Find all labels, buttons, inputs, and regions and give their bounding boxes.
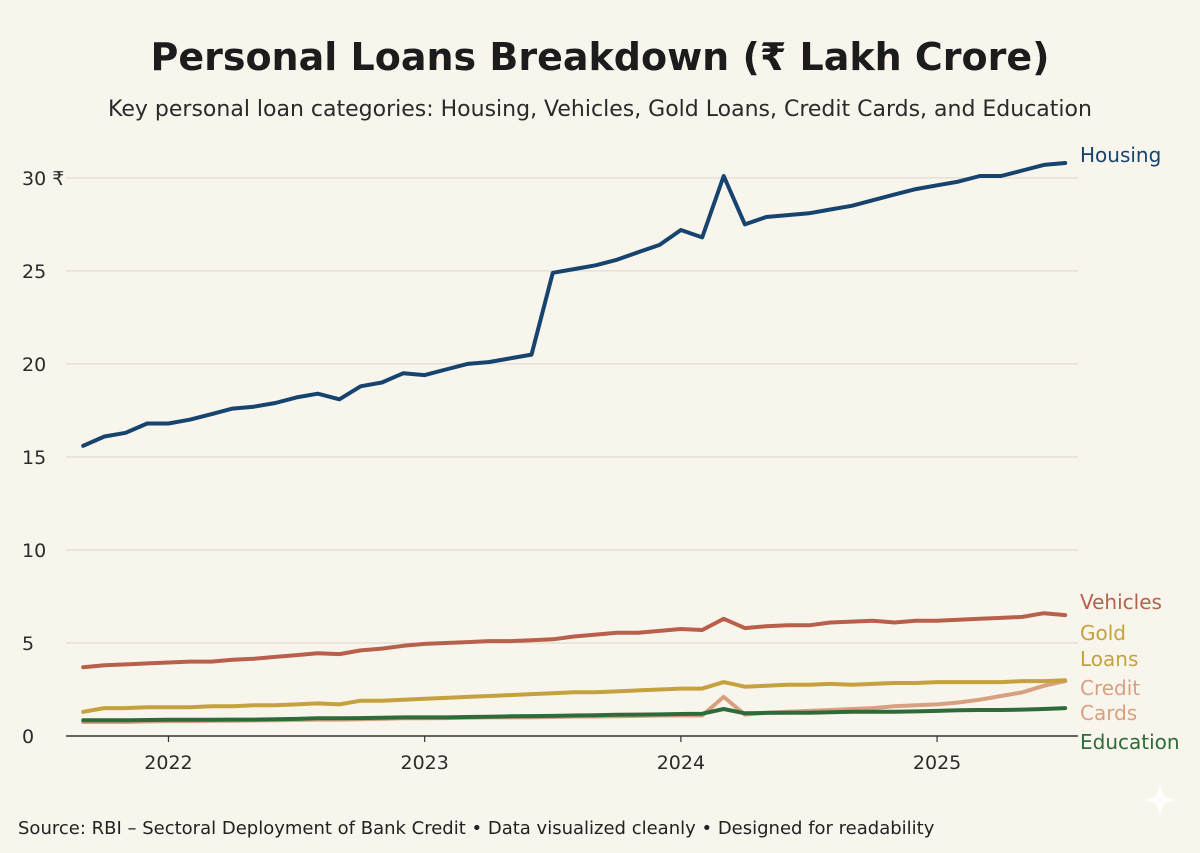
series-line-education xyxy=(81,706,1068,723)
x-tick-label: 2023 xyxy=(401,752,449,774)
y-axis-ticks: 0 5 10 15 20 25 30 ₹ xyxy=(22,168,64,748)
y-tick-label: 0 xyxy=(22,726,34,748)
x-tick-label: 2025 xyxy=(913,752,961,774)
series-label-vehicles: Vehicles xyxy=(1080,590,1162,614)
y-tick-label: 30 ₹ xyxy=(22,168,64,190)
y-tick-label: 25 xyxy=(22,261,46,283)
series-label-gold-loans: Gold Loans xyxy=(1080,621,1138,671)
series-lines xyxy=(81,161,1068,724)
series-label-credit-cards: Credit Cards xyxy=(1080,676,1140,725)
chart-title: Personal Loans Breakdown (₹ Lakh Crore) xyxy=(150,35,1049,79)
series-line-vehicles xyxy=(81,611,1068,670)
chart-subtitle: Key personal loan categories: Housing, V… xyxy=(108,97,1092,122)
y-tick-label: 10 xyxy=(22,540,46,562)
x-axis-ticks: 2022 2023 2024 2025 xyxy=(144,736,961,774)
series-labels: Housing Vehicles Gold Loans Credit Cards Educa… xyxy=(1080,143,1180,754)
series-line-housing xyxy=(81,161,1068,448)
x-tick-label: 2024 xyxy=(657,752,705,774)
y-tick-label: 5 xyxy=(22,633,34,655)
y-tick-label: 15 xyxy=(22,447,46,469)
x-tick-label: 2022 xyxy=(144,752,192,774)
series-label-housing: Housing xyxy=(1080,143,1161,167)
y-tick-label: 20 xyxy=(22,354,46,376)
sparkle-icon xyxy=(1145,785,1175,815)
series-label-education: Education xyxy=(1080,730,1180,754)
series-line-gold-loans xyxy=(81,678,1068,714)
source-note: Source: RBI – Sectoral Deployment of Ban… xyxy=(18,818,935,839)
